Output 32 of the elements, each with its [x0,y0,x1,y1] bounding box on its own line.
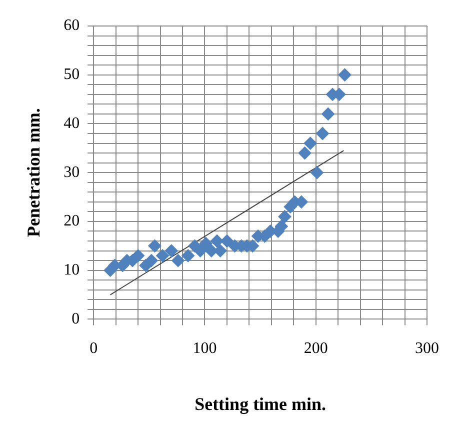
point [182,249,195,262]
point [210,234,224,248]
point [220,234,234,248]
point [278,210,292,224]
point [304,136,317,150]
x-tick-label: 0 [90,340,98,358]
x-tick-label: 100 [192,340,217,358]
x-tick-label: 200 [304,340,328,358]
y-tick-label: 10 [64,262,80,279]
point [194,244,207,258]
point [316,127,330,140]
point [132,249,145,262]
point [310,166,324,180]
point [338,68,352,82]
y-axis-title: Penetration mm. [23,108,44,238]
point [199,236,212,250]
y-tick-label: 20 [64,212,80,230]
point [148,239,162,252]
x-tick-label: 300 [415,340,439,358]
y-tick-label: 60 [64,17,80,34]
point [164,244,178,258]
y-tick-label: 30 [64,164,80,181]
y-tick-label: 50 [64,66,80,84]
y-tick-label: 0 [72,310,80,328]
point [298,146,312,160]
y-tick-label: 40 [64,114,80,132]
point [214,244,227,258]
point [172,254,185,268]
point [156,249,170,262]
point [322,107,335,120]
point [144,254,158,268]
x-axis-title: Setting time min. [194,394,326,414]
